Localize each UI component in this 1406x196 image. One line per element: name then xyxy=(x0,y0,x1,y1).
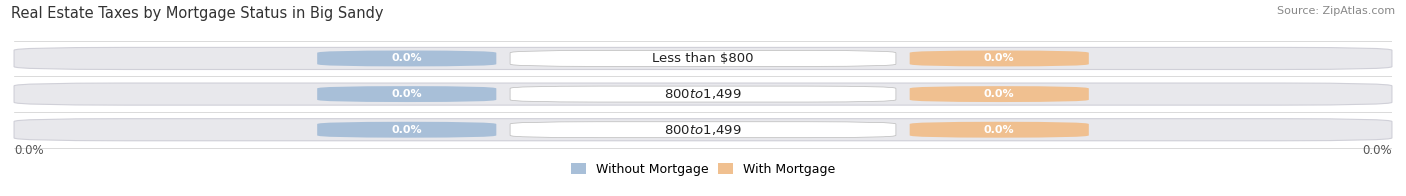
Text: 0.0%: 0.0% xyxy=(1362,143,1392,157)
FancyBboxPatch shape xyxy=(910,51,1088,66)
Text: Source: ZipAtlas.com: Source: ZipAtlas.com xyxy=(1277,6,1395,16)
Text: 0.0%: 0.0% xyxy=(984,89,1015,99)
FancyBboxPatch shape xyxy=(14,47,1392,70)
FancyBboxPatch shape xyxy=(510,86,896,102)
FancyBboxPatch shape xyxy=(318,122,496,138)
Text: 0.0%: 0.0% xyxy=(391,89,422,99)
FancyBboxPatch shape xyxy=(14,119,1392,141)
Text: 0.0%: 0.0% xyxy=(984,54,1015,64)
Legend: Without Mortgage, With Mortgage: Without Mortgage, With Mortgage xyxy=(571,163,835,176)
FancyBboxPatch shape xyxy=(910,122,1088,138)
FancyBboxPatch shape xyxy=(510,122,896,138)
Text: Less than $800: Less than $800 xyxy=(652,52,754,65)
Text: $800 to $1,499: $800 to $1,499 xyxy=(664,87,742,101)
Text: 0.0%: 0.0% xyxy=(984,125,1015,135)
FancyBboxPatch shape xyxy=(318,51,496,66)
FancyBboxPatch shape xyxy=(510,51,896,66)
Text: 0.0%: 0.0% xyxy=(391,54,422,64)
Text: 0.0%: 0.0% xyxy=(14,143,44,157)
FancyBboxPatch shape xyxy=(318,86,496,102)
Text: $800 to $1,499: $800 to $1,499 xyxy=(664,123,742,137)
Text: Real Estate Taxes by Mortgage Status in Big Sandy: Real Estate Taxes by Mortgage Status in … xyxy=(11,6,384,21)
Text: 0.0%: 0.0% xyxy=(391,125,422,135)
FancyBboxPatch shape xyxy=(14,83,1392,105)
FancyBboxPatch shape xyxy=(910,86,1088,102)
